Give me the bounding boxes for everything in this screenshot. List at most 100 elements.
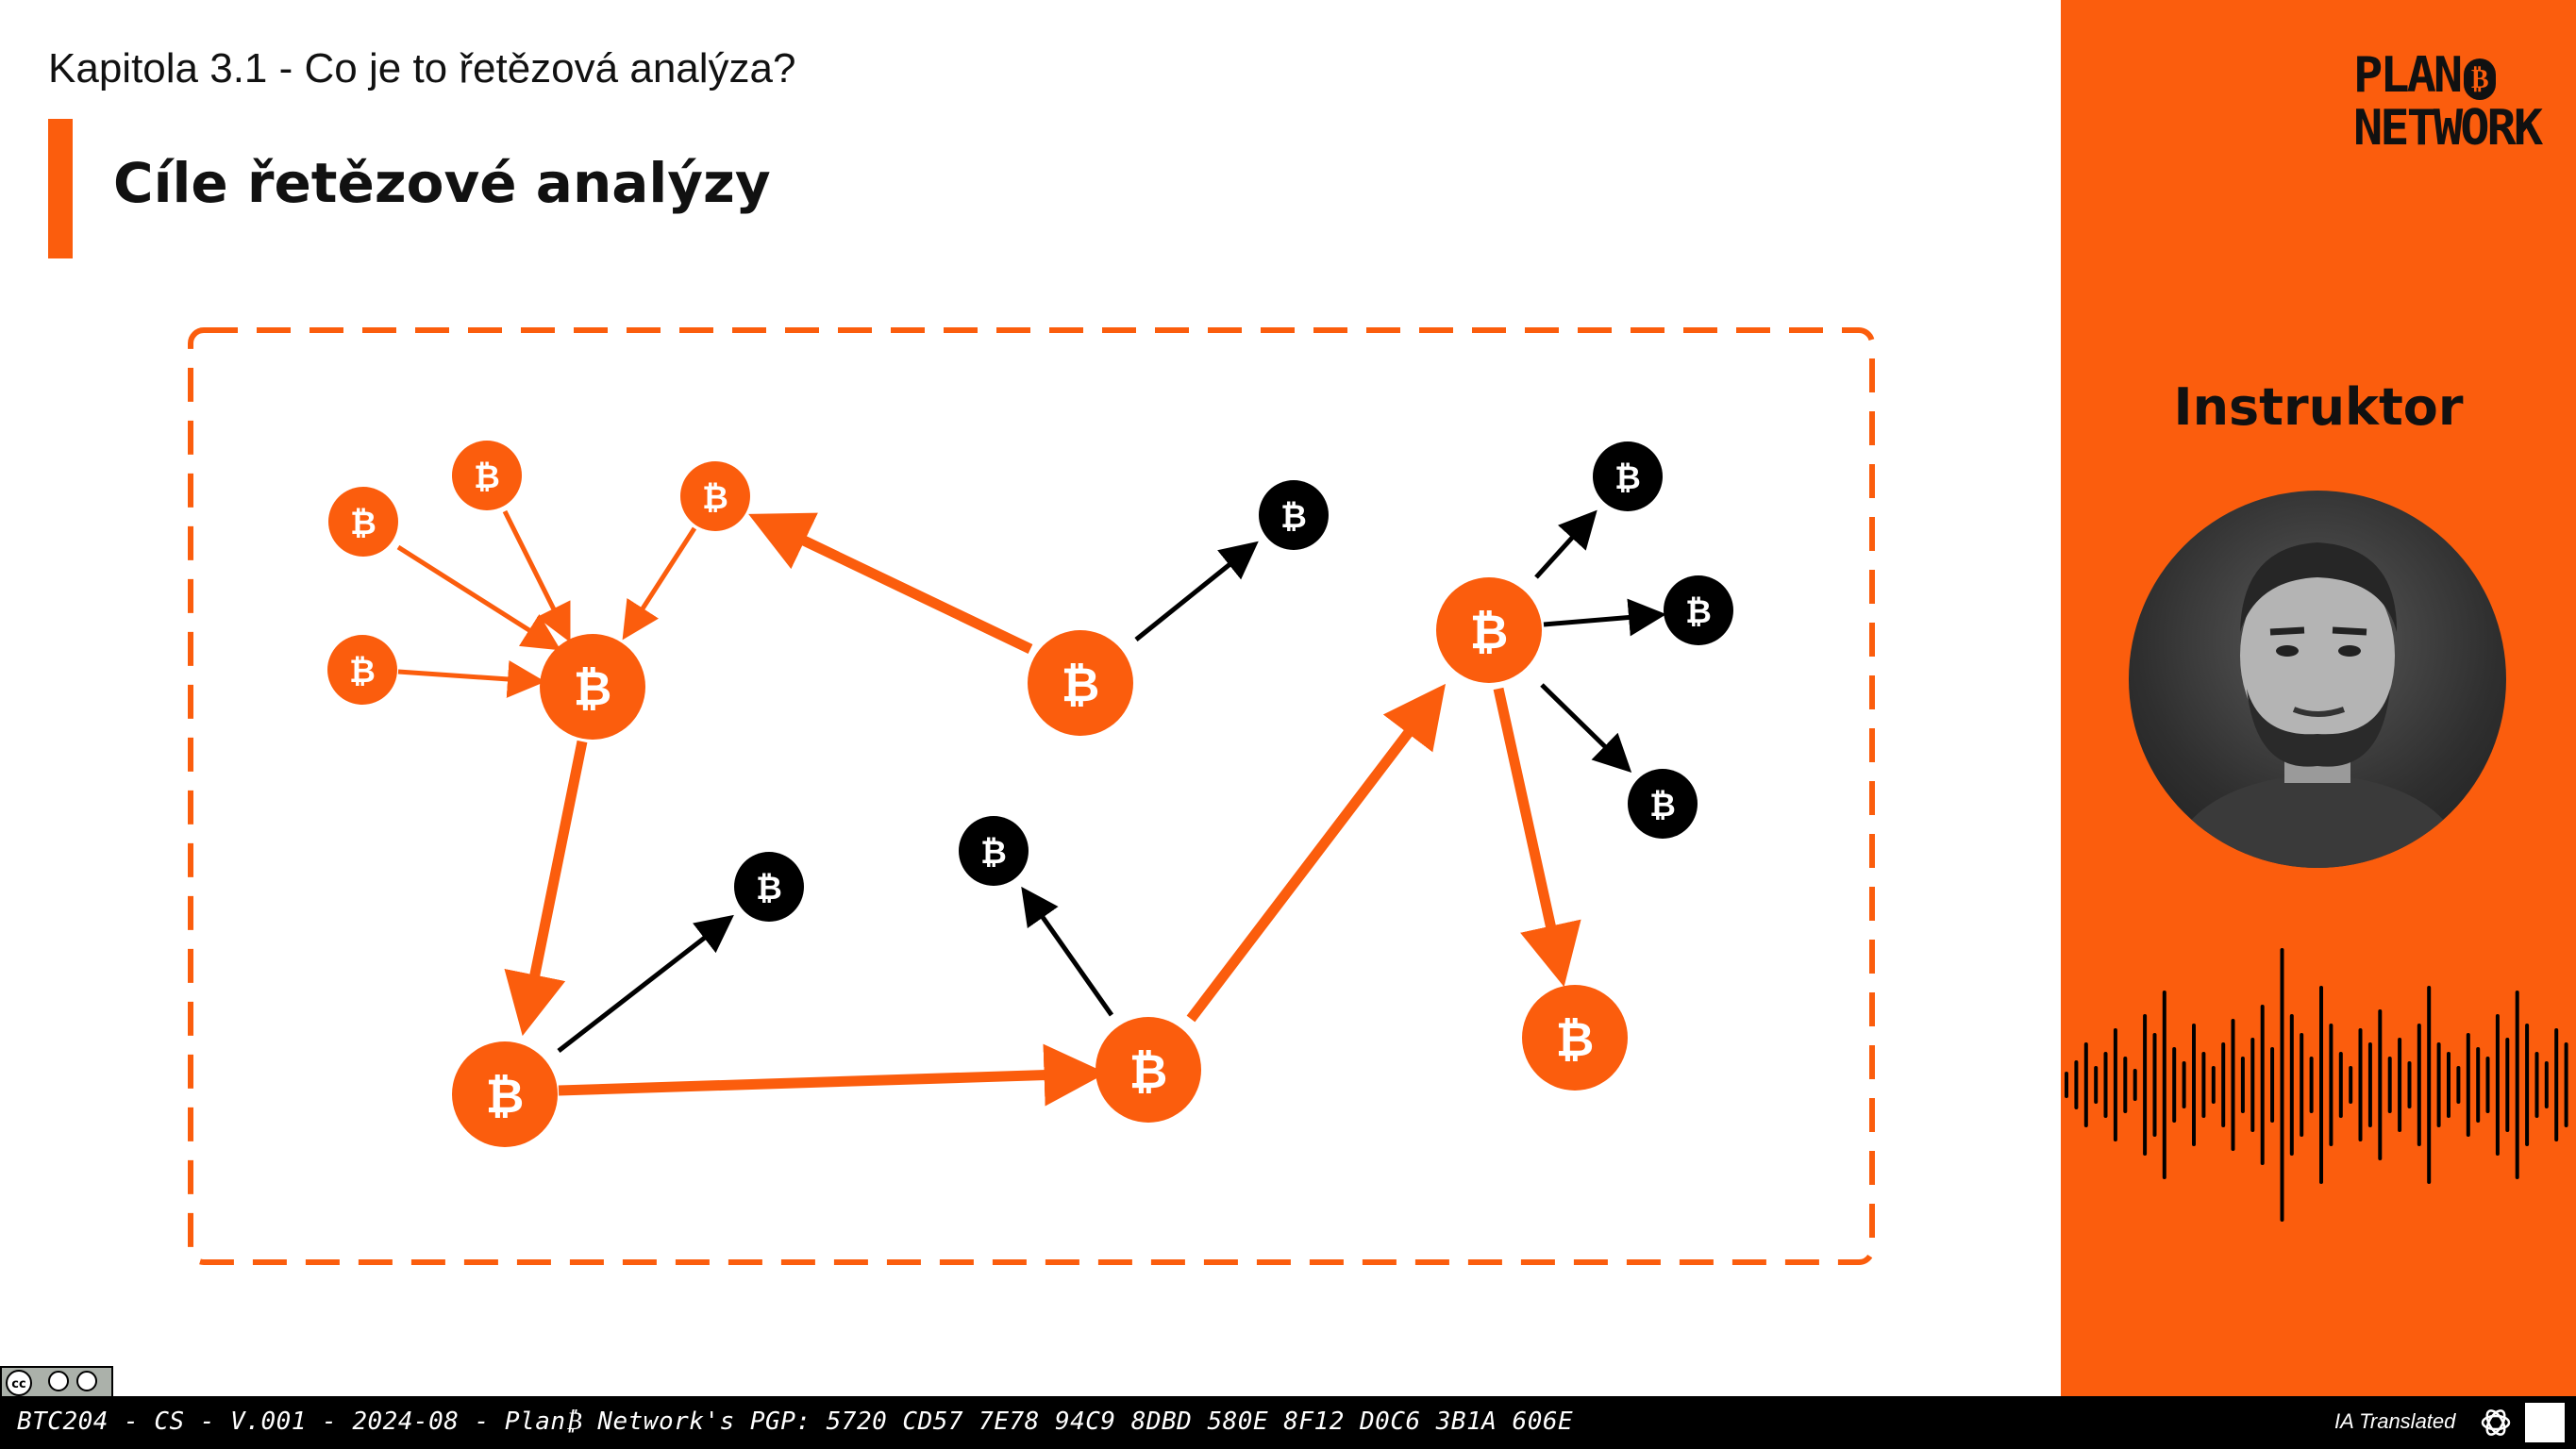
arrow-flow-1 (504, 740, 588, 1037)
bitcoin-coin-tx-5: ₿ (1436, 577, 1542, 683)
arrow-change-1 (557, 914, 734, 1053)
instructor-avatar (2129, 491, 2506, 868)
waveform-bar (2485, 1057, 2490, 1113)
arrow-change-6 (1540, 683, 1632, 773)
creative-commons-icon (6, 1370, 32, 1396)
waveform-bar (2436, 1042, 2441, 1127)
waveform-bar (2544, 1061, 2549, 1108)
title-accent-bar (48, 119, 73, 258)
waveform-bar (2417, 1024, 2421, 1146)
waveform-bar (2172, 1047, 2177, 1123)
ia-translated-label: IA Translated (2334, 1409, 2456, 1433)
svg-text:₿: ₿ (1649, 787, 1676, 824)
waveform-bar (2476, 1047, 2481, 1123)
waveform-bar (2182, 1061, 2186, 1108)
arrow-input-3 (622, 526, 697, 641)
plan-b-network-logo: PLAN ₿ NETWORK (2353, 47, 2543, 157)
chapter-heading: Kapitola 3.1 - Co je to řetězová analýza… (48, 45, 796, 92)
bitcoin-coin-input-2: ₿ (452, 441, 522, 510)
waveform-bar (2387, 1057, 2392, 1113)
waveform-bar (2300, 1033, 2304, 1137)
arrow-change-3 (1134, 541, 1259, 641)
waveform-bar (2554, 1028, 2559, 1141)
arrow-input-1 (396, 544, 561, 651)
bitcoin-coin-input-4: ₿ (327, 635, 397, 705)
bitcoin-lab-icon (2525, 1403, 2565, 1442)
waveform-bar (2074, 1060, 2079, 1109)
bitcoin-coin-input-1: ₿ (328, 487, 398, 557)
waveform-bar (2133, 1069, 2137, 1101)
waveform-bar (2329, 1024, 2333, 1146)
arrow-flow-5 (748, 512, 1033, 654)
waveform-bar (2367, 1042, 2372, 1127)
bitcoin-b-icon: ₿ (2464, 58, 2497, 100)
arrow-input-2 (502, 509, 571, 642)
svg-text:₿: ₿ (980, 834, 1007, 872)
waveform-bar (2123, 1057, 2128, 1113)
arrow-flow-3 (1186, 683, 1446, 1023)
bitcoin-coin-change-1: ₿ (1259, 480, 1329, 550)
svg-text:cc: cc (11, 1377, 25, 1391)
waveform-bar (2309, 1057, 2314, 1113)
svg-text:₿: ₿ (486, 1069, 525, 1124)
waveform-bar (2338, 1052, 2343, 1118)
svg-text:₿: ₿ (1614, 459, 1641, 497)
svg-text:₿: ₿ (1470, 605, 1509, 659)
waveform-bar (2143, 1014, 2148, 1156)
waveform-bar (2427, 986, 2432, 1184)
waveform-bar (2378, 1009, 2383, 1160)
arrow-flow-2 (558, 1043, 1107, 1107)
instructor-label: Instruktor (2173, 377, 2464, 437)
waveform-bar (2260, 1005, 2265, 1165)
waveform-bar (2221, 1042, 2226, 1127)
dashed-frame (188, 327, 1875, 1265)
svg-text:₿: ₿ (574, 661, 612, 716)
svg-text:₿: ₿ (474, 458, 500, 496)
svg-text:₿: ₿ (756, 870, 782, 908)
arrow-change-4 (1534, 509, 1597, 579)
waveform-bar (2103, 1052, 2108, 1118)
bitcoin-coin-change-2: ₿ (734, 852, 804, 922)
svg-text:₿: ₿ (1129, 1044, 1168, 1099)
waveform-bar (2447, 1052, 2451, 1118)
waveform-bar (2083, 1042, 2088, 1127)
bitcoin-coin-change-5: ₿ (1664, 575, 1733, 645)
bitcoin-coin-tx-2: ₿ (1028, 630, 1133, 736)
bitcoin-coin-input-3: ₿ (680, 461, 750, 531)
arrow-flow-4 (1493, 687, 1581, 988)
waveform-bar (2407, 1061, 2412, 1108)
bitcoin-coin-change-6: ₿ (1628, 769, 1698, 839)
waveform-bar (2398, 1038, 2402, 1132)
svg-text:₿: ₿ (1556, 1012, 1595, 1067)
waveform-bar (2358, 1028, 2363, 1141)
bitcoin-coin-tx-1: ₿ (540, 634, 645, 740)
waveform-bar (2280, 948, 2284, 1222)
waveform-bar (2349, 1066, 2353, 1104)
waveform-bar (2270, 1047, 2275, 1123)
arrow-input-4 (397, 659, 545, 698)
waveform-bar (2319, 986, 2323, 1184)
openai-icon (2476, 1403, 2516, 1442)
waveform-bar (2515, 991, 2519, 1179)
waveform-bar (2534, 1052, 2539, 1118)
waveform-bar (2231, 1019, 2235, 1151)
waveform-bar (2456, 1066, 2461, 1104)
footer-info: BTC204 - CS - V.001 - 2024-08 - Plan₿ Ne… (17, 1407, 1574, 1436)
waveform-bar (2201, 1052, 2206, 1118)
footer-bar: BTC204 - CS - V.001 - 2024-08 - Plan₿ Ne… (0, 1396, 2576, 1449)
audio-waveform (2065, 948, 2568, 1222)
waveform-bar (2240, 1057, 2245, 1113)
svg-text:₿: ₿ (349, 653, 376, 691)
bitcoin-coin-change-4: ₿ (1593, 441, 1663, 511)
waveform-bar (2152, 1033, 2157, 1137)
waveform-bar (2211, 1066, 2216, 1104)
instructor-panel: PLAN ₿ NETWORK Instruktor (2061, 0, 2576, 1396)
bitcoin-coin-tx-6: ₿ (1522, 985, 1628, 1091)
svg-text:₿: ₿ (1280, 498, 1307, 536)
bitcoin-coin-tx-4: ₿ (1096, 1017, 1201, 1123)
waveform-bar (2162, 991, 2166, 1179)
waveform-bar (2250, 1038, 2255, 1132)
slide-title: Cíle řetězové analýzy (113, 151, 771, 215)
bitcoin-coin-change-3: ₿ (959, 816, 1029, 886)
waveform-bar (2495, 1014, 2500, 1156)
